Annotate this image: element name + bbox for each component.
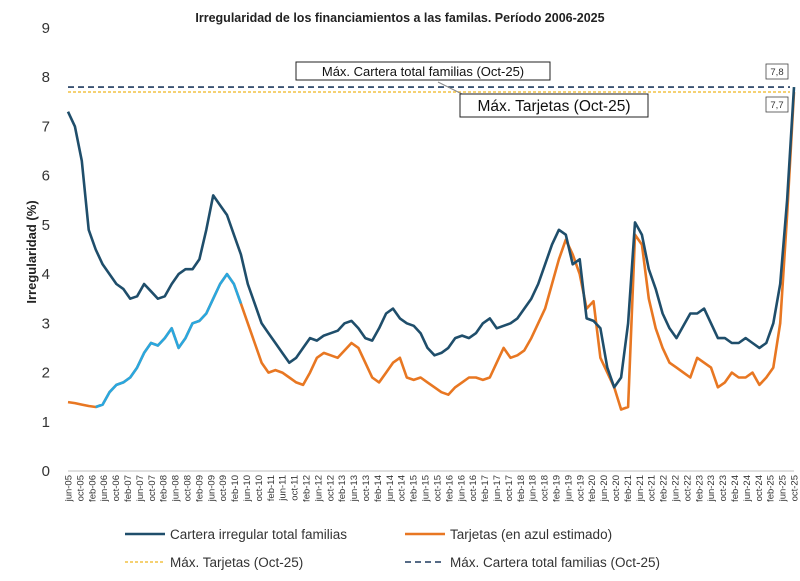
y-tick-label: 2 (42, 365, 50, 382)
x-tick-label: oct-11 (290, 475, 301, 501)
x-tick-label: oct-14 (397, 475, 408, 501)
x-tick-label: feb-15 (409, 475, 420, 502)
x-tick-label: feb-24 (730, 475, 741, 502)
x-tick-label: feb-12 (302, 475, 313, 502)
x-tick-label: oct-09 (218, 475, 229, 501)
x-tick-label: feb-07 (123, 475, 134, 502)
max-tarjetas-value: 7,7 (770, 100, 783, 111)
x-tick-label: feb-19 (551, 475, 562, 502)
x-tick-label: feb-10 (230, 475, 241, 502)
max-tarjetas-label: Máx. Tarjetas (Oct-25) (477, 98, 630, 115)
x-tick-label: feb-06 (87, 475, 98, 502)
max-tarjetas-label-box (459, 93, 649, 118)
y-tick-label: 0 (42, 463, 50, 480)
y-tick-label: 3 (42, 315, 50, 332)
x-tick-label: jun-07 (135, 475, 146, 502)
cartera-series-line (66, 87, 796, 389)
max-cartera-label-box (295, 61, 551, 81)
x-tick-label: feb-13 (337, 475, 348, 502)
legend-label-max-tarjetas: Máx. Tarjetas (Oct-25) (170, 555, 303, 570)
x-tick-label: jun-23 (706, 475, 717, 502)
x-tick-label: feb-16 (444, 475, 455, 502)
x-tick-label: jun-05 (64, 475, 75, 502)
tarjetas-series-line (67, 91, 796, 411)
x-tick-label: oct-23 (718, 475, 729, 501)
x-tick-label: jun-19 (563, 475, 574, 502)
x-tick-label: feb-17 (480, 475, 491, 502)
x-tick-label: oct-24 (754, 475, 765, 501)
x-tick-label: jun-17 (492, 475, 503, 502)
max-cartera-value-box (765, 63, 789, 80)
x-tick-label: jun-15 (421, 475, 432, 502)
max-tarjetas-value-badge: 7,7 (765, 96, 789, 113)
x-tick-label: jun-13 (349, 475, 360, 502)
x-tick-label: feb-22 (659, 475, 670, 502)
chart-title: Irregularidad de los financiamientos a l… (195, 11, 604, 25)
x-tick-label: jun-06 (99, 475, 110, 502)
legend-label-tarjetas: Tarjetas (en azul estimado) (450, 527, 612, 542)
y-tick-label: 9 (42, 20, 50, 37)
max-cartera-label: Máx. Cartera total familias (Oct-25) (322, 64, 524, 79)
legend-label-max-cartera: Máx. Cartera total familias (Oct-25) (450, 555, 660, 570)
x-tick-label: oct-17 (504, 475, 515, 501)
max-tarjetas-annotation: Máx. Tarjetas (Oct-25) (459, 93, 649, 118)
x-tick-label: feb-25 (766, 475, 777, 502)
x-tick-label: feb-18 (516, 475, 527, 502)
y-tick-label: 6 (42, 168, 50, 185)
x-tick-label: jun-21 (635, 475, 646, 502)
x-tick-label: oct-19 (575, 475, 586, 501)
x-tick-label: jun-10 (242, 475, 253, 502)
x-tick-label: jun-25 (778, 475, 789, 502)
x-tick-label: jun-14 (385, 475, 396, 502)
x-tick-label: feb-08 (159, 475, 170, 502)
legend: Cartera irregular total familias Tarjeta… (125, 527, 660, 570)
x-tick-label: feb-21 (623, 475, 634, 502)
y-axis-label: Irregularidad (%) (24, 200, 39, 303)
y-tick-label: 5 (42, 217, 50, 234)
tarjetas-estimated-line (95, 272, 243, 409)
x-tick-label: oct-16 (468, 475, 479, 501)
x-tick-label: oct-25 (790, 475, 800, 501)
x-tick-label: oct-05 (75, 475, 86, 501)
x-axis-ticks: jun-05 oct-05 feb-06 jun-06 oct-06 feb-07 jun-… (64, 475, 800, 502)
x-tick-label: jun-08 (171, 475, 182, 502)
max-tarjetas-leader (437, 81, 463, 95)
x-tick-label: feb-09 (194, 475, 205, 502)
y-tick-label: 7 (42, 118, 50, 135)
x-tick-label: oct-15 (432, 475, 443, 501)
x-tick-label: oct-12 (325, 475, 336, 501)
max-cartera-value-badge: 7,8 (765, 63, 789, 80)
x-tick-label: feb-14 (373, 475, 384, 502)
x-tick-label: oct-22 (682, 475, 693, 501)
x-tick-label: oct-08 (183, 475, 194, 501)
y-axis-ticks: 0 1 2 3 4 5 6 7 8 9 (42, 20, 50, 480)
x-tick-label: feb-11 (266, 475, 277, 501)
x-tick-label: oct-13 (361, 475, 372, 501)
x-tick-label: jun-12 (313, 475, 324, 502)
y-tick-label: 4 (42, 266, 50, 283)
x-tick-label: oct-18 (540, 475, 551, 501)
max-cartera-value: 7,8 (770, 67, 783, 78)
y-tick-label: 8 (42, 69, 50, 86)
y-tick-label: 1 (42, 414, 50, 431)
x-tick-label: jun-22 (670, 475, 681, 502)
max-cartera-annotation: Máx. Cartera total familias (Oct-25) (295, 61, 551, 81)
x-tick-label: jun-11 (278, 475, 289, 502)
x-tick-label: jun-18 (528, 475, 539, 502)
x-tick-label: jun-20 (599, 475, 610, 502)
x-tick-label: oct-06 (111, 475, 122, 501)
x-tick-label: jun-16 (456, 475, 467, 502)
x-tick-label: feb-23 (694, 475, 705, 502)
x-tick-label: jun-09 (206, 475, 217, 502)
x-tick-label: jun-24 (742, 475, 753, 502)
x-tick-label: feb-20 (587, 475, 598, 502)
x-tick-label: oct-20 (611, 475, 622, 501)
max-tarjetas-value-box (765, 96, 789, 113)
x-tick-label: oct-21 (647, 475, 658, 501)
legend-label-cartera: Cartera irregular total familias (170, 527, 347, 542)
x-tick-label: oct-07 (147, 475, 158, 501)
x-tick-label: oct-10 (254, 475, 265, 501)
